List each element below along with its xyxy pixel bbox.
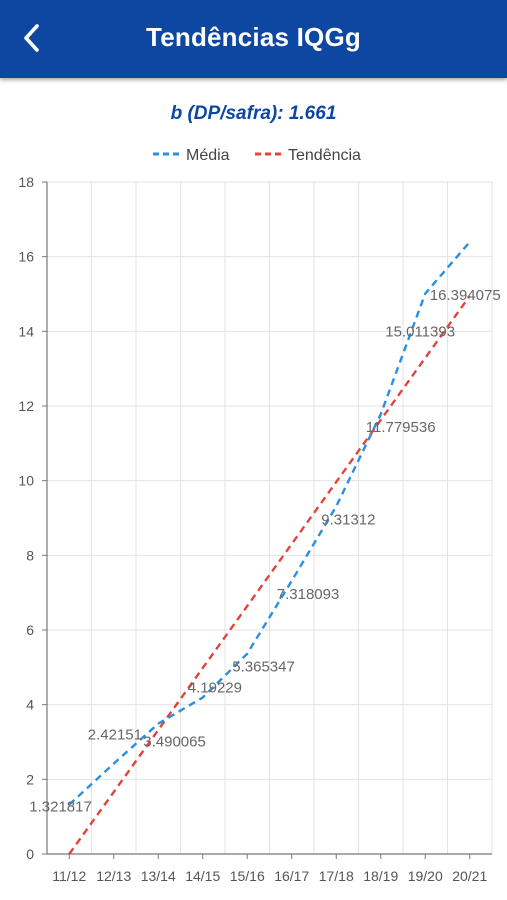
y-tick-label: 8 xyxy=(26,547,34,563)
y-tick-label: 18 xyxy=(18,174,34,190)
x-tick-label: 17/18 xyxy=(319,868,354,884)
legend-label-tendencia: Tendência xyxy=(288,147,361,164)
data-label: 2.42151 xyxy=(88,727,142,744)
trend-chart: 0 2 4 6 8 10 12 14 16 18 11/12 12/13 13/14 14/15 15/16… xyxy=(18,147,501,884)
x-tick-label: 18/19 xyxy=(363,868,398,884)
back-arrow-icon xyxy=(24,24,39,52)
x-tick-label: 20/21 xyxy=(452,868,487,884)
y-tick-label: 10 xyxy=(18,473,34,489)
data-label: 3.490065 xyxy=(143,734,206,751)
page-title: Tendências IQGg xyxy=(146,22,361,52)
slope-subtitle: b (DP/safra): 1.661 xyxy=(170,103,337,124)
x-tick-label: 16/17 xyxy=(274,868,309,884)
x-tick-label: 19/20 xyxy=(408,868,443,884)
y-tick-label: 6 xyxy=(26,622,34,638)
data-label: 16.394075 xyxy=(430,287,501,304)
y-tick-label: 0 xyxy=(26,846,34,862)
x-tick-label: 14/15 xyxy=(185,868,220,884)
tendencia-series-line xyxy=(68,295,471,855)
back-button[interactable] xyxy=(12,18,52,58)
y-tick-label: 4 xyxy=(26,697,34,713)
data-label: 4.19229 xyxy=(188,679,242,696)
data-label: 7.318093 xyxy=(277,586,340,603)
x-tick-label: 11/12 xyxy=(52,868,86,884)
legend-item-tendencia: Tendência xyxy=(255,147,361,164)
x-tick-label: 13/14 xyxy=(141,868,176,884)
app-bar: Tendências IQGg xyxy=(0,0,507,78)
data-label: 5.365347 xyxy=(232,659,295,676)
media-series-line xyxy=(68,241,471,806)
data-label: 15.011393 xyxy=(385,324,455,341)
legend-item-media: Média xyxy=(153,147,230,164)
data-label: 1.321817 xyxy=(29,799,92,816)
data-label: 11.779536 xyxy=(366,419,436,436)
data-label: 9.31312 xyxy=(321,511,375,528)
y-tick-label: 12 xyxy=(18,398,34,414)
y-tick-label: 16 xyxy=(18,249,34,265)
y-tick-label: 14 xyxy=(18,323,34,339)
x-tick-label: 15/16 xyxy=(230,868,265,884)
x-tick-label: 12/13 xyxy=(96,868,131,884)
y-tick-label: 2 xyxy=(26,771,34,787)
legend-label-media: Média xyxy=(186,147,230,164)
